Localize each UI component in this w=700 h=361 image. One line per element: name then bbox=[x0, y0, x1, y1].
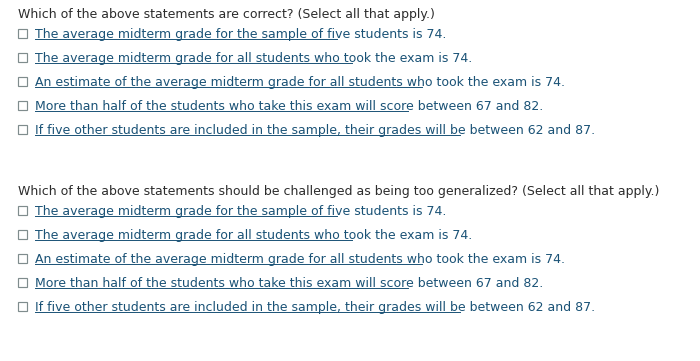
Text: The average midterm grade for all students who took the exam is 74.: The average midterm grade for all studen… bbox=[35, 229, 472, 242]
Text: The average midterm grade for the sample of five students is 74.: The average midterm grade for the sample… bbox=[35, 205, 447, 218]
Text: More than half of the students who take this exam will score between 67 and 82.: More than half of the students who take … bbox=[35, 100, 543, 113]
Text: An estimate of the average midterm grade for all students who took the exam is 7: An estimate of the average midterm grade… bbox=[35, 76, 565, 89]
Text: The average midterm grade for the sample of five students is 74.: The average midterm grade for the sample… bbox=[35, 28, 447, 41]
Bar bbox=[18, 29, 27, 38]
Bar bbox=[18, 125, 27, 134]
Text: An estimate of the average midterm grade for all students who took the exam is 7: An estimate of the average midterm grade… bbox=[35, 253, 565, 266]
Bar bbox=[18, 254, 27, 263]
Bar bbox=[18, 302, 27, 311]
Bar bbox=[18, 278, 27, 287]
Bar bbox=[18, 230, 27, 239]
Text: Which of the above statements should be challenged as being too generalized? (Se: Which of the above statements should be … bbox=[18, 185, 659, 198]
Text: If five other students are included in the sample, their grades will be between : If five other students are included in t… bbox=[35, 124, 595, 137]
Bar bbox=[18, 77, 27, 86]
Text: More than half of the students who take this exam will score between 67 and 82.: More than half of the students who take … bbox=[35, 277, 543, 290]
Bar bbox=[18, 101, 27, 110]
Text: Which of the above statements are correct? (Select all that apply.): Which of the above statements are correc… bbox=[18, 8, 435, 21]
Text: If five other students are included in the sample, their grades will be between : If five other students are included in t… bbox=[35, 301, 595, 314]
Bar bbox=[18, 206, 27, 215]
Bar bbox=[18, 53, 27, 62]
Text: The average midterm grade for all students who took the exam is 74.: The average midterm grade for all studen… bbox=[35, 52, 472, 65]
